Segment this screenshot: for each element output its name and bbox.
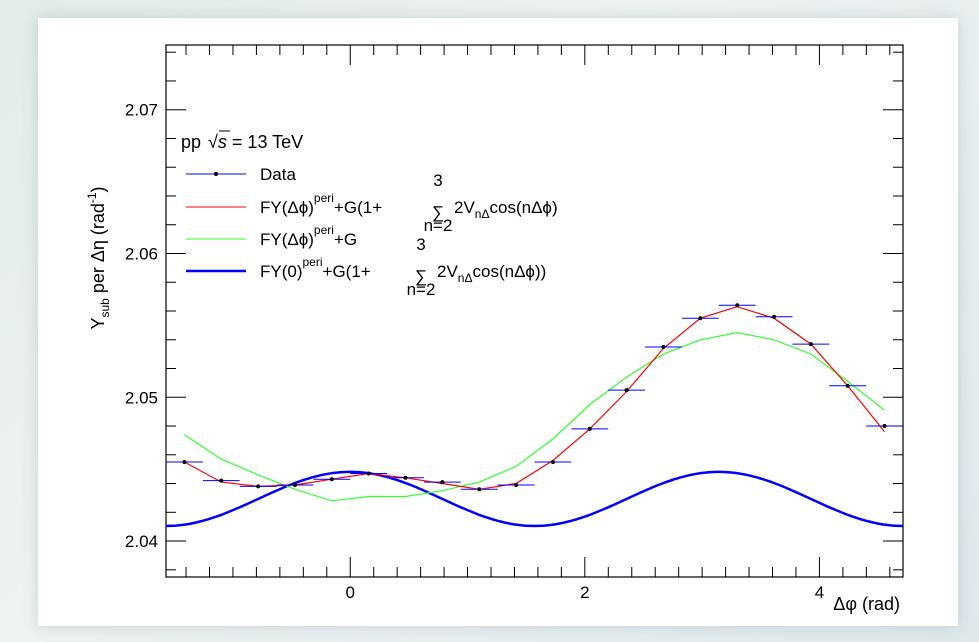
y-axis-label-sub: sub	[98, 298, 112, 318]
chart: 2.042.052.062.070 2 4 Ysub per Δη (rad-1) …	[85, 44, 904, 614]
series-fit-blue	[165, 470, 904, 528]
figure-card: 2.04 2.05 2.06 2.07 0 2 4 Ysub per Δη (rad-1) …	[38, 18, 958, 626]
legend-red-tail: 2VnΔcos(nΔϕ)	[454, 198, 558, 221]
legend-blue-tail: 2VnΔcos(nΔϕ))	[437, 262, 546, 285]
legend-red-sum-top: 3	[433, 171, 442, 190]
y-tick-label: 2.06	[125, 244, 158, 263]
legend-red-sum-symbol: ∑	[432, 203, 444, 222]
y-tick-label: 2.05	[125, 388, 158, 407]
x-tick-label: 0	[346, 583, 355, 602]
legend-red-a: FY(Δϕ)	[260, 198, 314, 217]
series-fit-green	[184, 331, 885, 502]
legend-blue-b: +G(1+	[323, 262, 371, 281]
x-tick-label: 4	[815, 583, 824, 602]
legend-green-sup: peri	[314, 223, 334, 237]
data-point	[808, 342, 813, 347]
data-point	[772, 314, 777, 319]
legend-blue-c: 2V	[437, 262, 458, 281]
data-point	[182, 459, 187, 464]
legend-red-sup: peri	[314, 191, 334, 205]
x-tick-label: 2	[580, 583, 589, 602]
legend-red-sum-bottom: n=2	[424, 216, 453, 235]
legend-green-a: FY(Δϕ)	[260, 230, 314, 249]
legend-blue-sup: peri	[303, 255, 323, 269]
plot-frame	[165, 44, 904, 578]
data-point	[403, 475, 408, 480]
data-point	[366, 471, 371, 476]
y-axis-label-close: )	[88, 186, 108, 192]
legend-blue-sum-bottom: n=2	[407, 280, 436, 299]
legend-red-sub: nΔ	[475, 207, 490, 221]
legend-blue-sum-symbol: ∑	[415, 267, 427, 286]
data-point	[440, 480, 445, 485]
data-point	[219, 478, 224, 483]
legend-green-b: +G	[334, 230, 357, 249]
y-tick-label: 2.04	[125, 532, 158, 551]
legend-red-b: +G(1+	[334, 198, 382, 217]
data-point	[624, 388, 629, 393]
data-point	[293, 482, 298, 487]
legend-blue-sum-top: 3	[416, 235, 425, 254]
data-point	[514, 482, 519, 487]
data-point	[735, 303, 740, 308]
data-point	[256, 484, 261, 489]
legend-green-label: FY(Δϕ)peri+G	[260, 223, 357, 249]
data-point	[329, 477, 334, 482]
data-point	[845, 383, 850, 388]
y-axis-label: Ysub per Δη (rad-1)	[85, 186, 112, 329]
legend-data-label: Data	[260, 165, 296, 184]
y-axis-label-rest: per Δη (rad	[88, 203, 108, 298]
legend-blue-d: cos(nΔϕ))	[473, 262, 547, 281]
series-fit-red	[184, 306, 885, 490]
system-label: pp √s = 13 TeV	[181, 132, 303, 152]
system-label-text: pp	[181, 132, 206, 152]
data-point	[661, 344, 666, 349]
legend: Data FY(Δϕ)peri+G(1+ 3 ∑ n=2 2VnΔcos(nΔϕ…	[186, 165, 558, 299]
series-layer	[165, 303, 904, 528]
x-axis-label: Δφ (rad)	[833, 594, 900, 614]
data-point	[882, 424, 887, 429]
energy-s-label: s	[218, 132, 227, 152]
sqrt-symbol: √	[208, 132, 218, 152]
tick-labels: 2.04 2.05 2.06 2.07 0 2 4	[125, 101, 824, 602]
y-axis-label-sup: -1	[85, 192, 99, 203]
legend-blue-a: FY(0)	[260, 262, 303, 281]
legend-blue-label: FY(0)peri+G(1+	[260, 255, 371, 281]
legend-blue-sub: nΔ	[458, 271, 473, 285]
axis-ticks	[166, 45, 903, 577]
legend-red-c: 2V	[454, 198, 475, 217]
data-point	[698, 316, 703, 321]
energy-value-label: = 13 TeV	[227, 132, 303, 152]
data-point	[587, 426, 592, 431]
legend-red-label: FY(Δϕ)peri+G(1+	[260, 191, 382, 217]
data-point	[550, 459, 555, 464]
y-axis-label-main: Y	[88, 318, 108, 330]
legend-red-d: cos(nΔϕ)	[490, 198, 558, 217]
legend-data-marker	[214, 172, 218, 176]
y-tick-label: 2.07	[125, 101, 158, 120]
data-point	[477, 487, 482, 492]
